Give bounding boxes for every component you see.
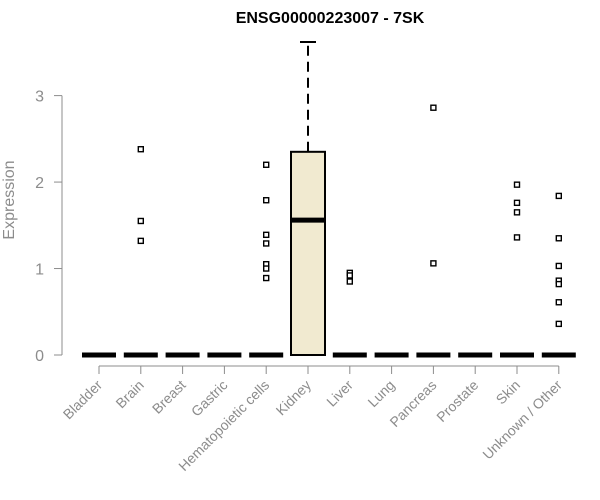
box-group-brain bbox=[123, 146, 158, 358]
chart-title: ENSG00000223007 - 7SK bbox=[236, 10, 425, 27]
box-group-unknown-other bbox=[541, 192, 576, 358]
outlier-point-skin bbox=[513, 199, 521, 207]
y-tick-label: 2 bbox=[35, 175, 44, 192]
x-category-label-kidney: Kidney bbox=[273, 377, 315, 419]
outlier-point-unknown-other bbox=[555, 235, 562, 242]
x-category-label-unknown-other: Unknown / Other bbox=[479, 377, 565, 463]
outlier-point-hematopoietic-cells bbox=[263, 231, 270, 239]
x-category-label-liver: Liver bbox=[323, 377, 356, 410]
x-category-label-breast: Breast bbox=[149, 377, 189, 417]
box-group-pancreas bbox=[416, 104, 451, 358]
outlier-point-unknown-other bbox=[555, 192, 562, 200]
y-tick-label: 0 bbox=[35, 348, 44, 365]
outlier-point-hematopoietic-cells bbox=[263, 274, 270, 282]
outlier-point-unknown-other bbox=[555, 280, 562, 288]
outlier-point-hematopoietic-cells bbox=[263, 265, 270, 272]
box-group-hematopoietic-cells bbox=[249, 161, 284, 358]
x-category-label-skin: Skin bbox=[493, 377, 524, 408]
y-tick-label: 1 bbox=[35, 262, 44, 279]
boxplot-series bbox=[82, 41, 576, 358]
outlier-point-hematopoietic-cells bbox=[263, 161, 270, 168]
y-axis-label: Expression bbox=[1, 160, 18, 239]
y-tick-label: 3 bbox=[35, 89, 44, 106]
x-category-label-lung: Lung bbox=[364, 377, 397, 410]
box-group-liver bbox=[332, 269, 367, 358]
outlier-point-unknown-other bbox=[555, 299, 562, 306]
box-group-skin bbox=[500, 181, 534, 358]
x-category-label-bladder: Bladder bbox=[60, 377, 106, 423]
y-axis: 0 1 2 3 bbox=[35, 89, 63, 365]
outlier-point-liver bbox=[346, 278, 353, 285]
outlier-point-brain bbox=[137, 146, 145, 153]
outlier-point-pancreas bbox=[430, 260, 437, 267]
outlier-point-unknown-other bbox=[555, 320, 562, 328]
outlier-point-brain bbox=[137, 217, 145, 225]
x-category-label-brain: Brain bbox=[112, 377, 146, 411]
outlier-point-pancreas bbox=[430, 104, 437, 111]
box-group-kidney bbox=[290, 41, 326, 356]
outlier-point-skin bbox=[513, 209, 521, 216]
outlier-point-liver bbox=[346, 272, 353, 279]
outlier-point-hematopoietic-cells bbox=[263, 197, 270, 204]
box-kidney bbox=[290, 150, 326, 356]
outlier-point-hematopoietic-cells bbox=[263, 240, 270, 247]
x-category-label-prostate: Prostate bbox=[433, 377, 481, 425]
outlier-point-unknown-other bbox=[555, 262, 562, 270]
outlier-point-brain bbox=[137, 237, 145, 245]
outlier-point-skin bbox=[513, 234, 521, 241]
outlier-point-skin bbox=[513, 181, 521, 188]
